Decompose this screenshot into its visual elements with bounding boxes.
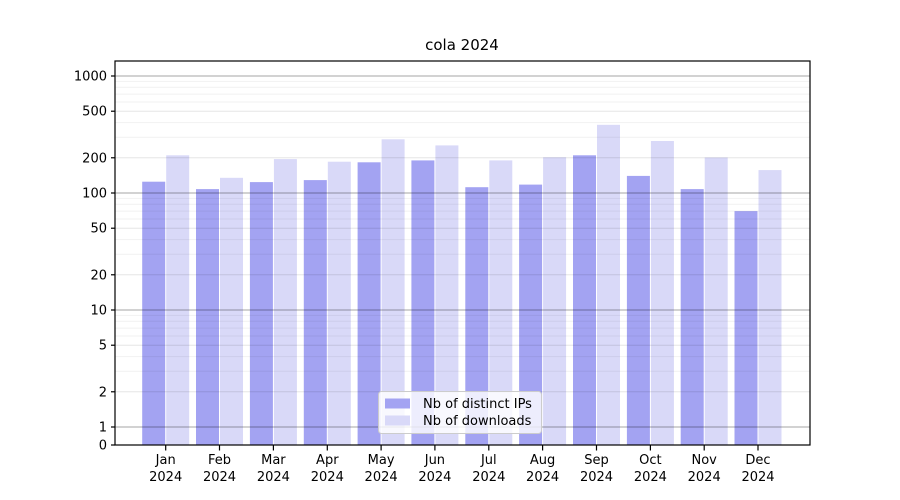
x-tick-label-month-nov: Nov [692, 453, 718, 468]
legend-swatch-downloads [385, 415, 410, 426]
bar-nb-of-downloads-sep-2024 [597, 124, 620, 446]
bar-nb-of-downloads-aug-2024 [543, 157, 567, 446]
bars-series-nb-of-distinct-ips [142, 155, 758, 446]
x-tick-label-year-aug-2024: 2024 [526, 470, 559, 485]
x-tick-label-year-jan-2024: 2024 [149, 470, 182, 485]
x-axis: Jan 2024 Feb 2024 Mar 2024 Apr 2024 May 2024 Jun 20… [149, 445, 775, 485]
bar-nb-of-downloads-oct-2024 [650, 141, 674, 445]
legend-box [378, 391, 542, 434]
x-tick-label-year-sep-2024: 2024 [580, 470, 613, 485]
y-tick-label-5: 5 [99, 339, 107, 354]
x-tick-label-year-dec-2024: 2024 [741, 470, 774, 485]
x-tick-label-year-apr-2024: 2024 [311, 470, 344, 485]
legend-swatch-distinct-ips [385, 398, 410, 409]
x-tick-label-month-mar: Mar [261, 453, 286, 468]
y-tick-label-1000: 1000 [74, 70, 107, 85]
bar-nb-of-downloads-jul-2024 [489, 160, 513, 445]
bar-nb-of-downloads-jun-2024 [435, 145, 459, 445]
gridlines [115, 75, 810, 428]
y-tick-label-1: 1 [99, 421, 107, 436]
y-tick-label-20: 20 [90, 268, 107, 283]
bar-nb-of-distinct-ips-jun-2024 [411, 160, 435, 445]
bar-nb-of-downloads-dec-2024 [758, 170, 782, 445]
bar-nb-of-distinct-ips-sep-2024 [573, 155, 596, 446]
y-tick-label-10: 10 [90, 304, 107, 319]
legend-label-downloads: Nb of downloads [423, 414, 532, 429]
bar-nb-of-distinct-ips-jan-2024 [142, 181, 166, 445]
plot-border [114, 60, 811, 446]
bar-nb-of-distinct-ips-oct-2024 [626, 175, 650, 445]
bars-layer [142, 124, 782, 446]
bar-nb-of-distinct-ips-aug-2024 [519, 184, 543, 445]
bar-nb-of-downloads-may-2024 [381, 139, 405, 446]
bar-nb-of-downloads-feb-2024 [220, 177, 243, 446]
bar-nb-of-downloads-mar-2024 [273, 159, 297, 445]
x-tick-label-month-apr: Apr [316, 453, 339, 468]
bar-nb-of-downloads-apr-2024 [327, 161, 351, 445]
chart-title: cola 2024 [425, 36, 499, 54]
x-tick-label-year-feb-2024: 2024 [203, 470, 236, 485]
bars-series-nb-of-downloads [166, 124, 782, 446]
x-tick-label-month-sep: Sep [584, 453, 609, 468]
x-tick-label-month-dec: Dec [745, 453, 770, 468]
bar-nb-of-downloads-jan-2024 [166, 155, 190, 446]
y-tick-label-100: 100 [82, 187, 107, 202]
bar-nb-of-distinct-ips-feb-2024 [196, 189, 219, 445]
bar-nb-of-distinct-ips-may-2024 [357, 162, 381, 446]
y-tick-label-2: 2 [99, 385, 107, 400]
bar-nb-of-distinct-ips-jul-2024 [465, 187, 489, 445]
x-tick-label-month-feb: Feb [208, 453, 231, 468]
x-tick-label-month-jun: Jun [424, 453, 445, 468]
bar-nb-of-downloads-nov-2024 [704, 157, 728, 445]
x-tick-label-month-jan: Jan [155, 453, 176, 468]
y-tick-label-0: 0 [99, 439, 107, 454]
x-tick-label-month-oct: Oct [639, 453, 661, 468]
x-tick-label-year-mar-2024: 2024 [257, 470, 290, 485]
x-tick-label-year-jun-2024: 2024 [418, 470, 451, 485]
x-tick-label-year-nov-2024: 2024 [688, 470, 721, 485]
bar-nb-of-distinct-ips-apr-2024 [303, 180, 327, 445]
bar-nb-of-distinct-ips-nov-2024 [680, 189, 704, 445]
x-tick-label-year-jul-2024: 2024 [472, 470, 505, 485]
legend: Nb of distinct IPs Nb of downloads [378, 391, 542, 434]
y-tick-label-500: 500 [82, 105, 107, 120]
x-tick-label-month-aug: Aug [530, 453, 555, 468]
bar-nb-of-distinct-ips-dec-2024 [734, 211, 758, 445]
x-tick-label-month-may: May [368, 453, 395, 468]
x-tick-label-year-oct-2024: 2024 [634, 470, 667, 485]
legend-label-distinct-ips: Nb of distinct IPs [423, 397, 532, 412]
x-tick-label-year-may-2024: 2024 [365, 470, 398, 485]
bar-nb-of-distinct-ips-mar-2024 [249, 182, 273, 445]
x-tick-label-month-jul: Jul [480, 453, 497, 468]
y-tick-label-200: 200 [82, 151, 107, 166]
y-tick-label-50: 50 [90, 222, 107, 237]
